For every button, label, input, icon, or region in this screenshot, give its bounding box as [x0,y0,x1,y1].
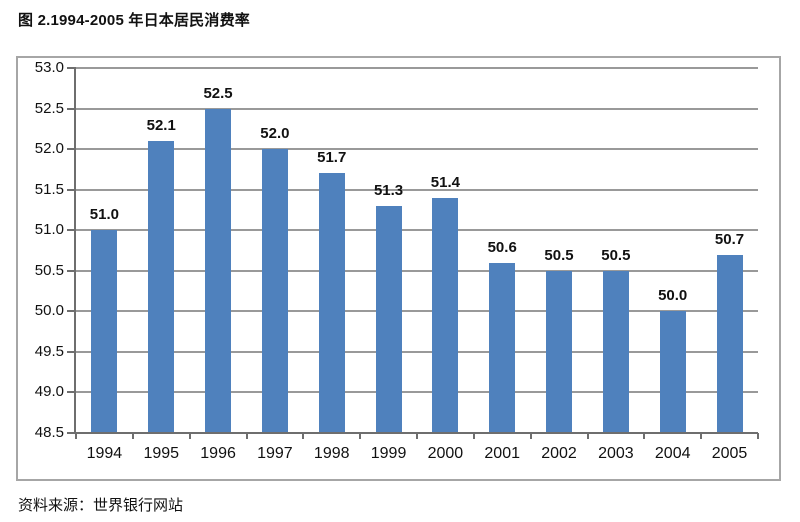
x-axis-category-label: 1998 [313,445,350,462]
bar-2005 [716,254,743,433]
y-axis-tick [67,229,76,232]
bar-group-1994: 51.0 1994 [76,68,133,462]
bar-1995 [148,141,175,433]
y-axis-tick [67,310,76,313]
y-axis-tick-label: 51.0 [34,221,64,239]
chart-frame: 51.0 1994 52.1 1995 52.5 1996 52.0 1997 … [16,56,781,481]
x-axis-tick [416,433,418,439]
x-axis-tick [188,433,191,439]
bar-2000 [432,197,459,433]
x-axis-tick [472,433,475,439]
x-axis-category-label: 2002 [541,445,577,462]
bar-1998 [318,173,345,433]
x-axis-category-label: 1997 [257,445,293,462]
y-axis-tick [67,432,76,434]
x-axis-category-label: 1999 [370,445,407,462]
x-axis-tick [245,433,248,439]
gridline [76,148,758,151]
bar-value-label: 51.0 [89,206,119,224]
bar-2004 [659,311,686,433]
y-axis-tick-label: 53.0 [34,59,64,76]
y-axis-tick-label: 48.5 [34,424,64,441]
gridline [76,269,758,272]
y-axis-tick [67,188,76,191]
bar-1996 [205,108,232,433]
bar-value-label: 52.5 [203,84,233,102]
bar-value-label: 50.5 [601,246,631,264]
bar-group-2004: 50.0 2004 [644,68,701,462]
gridline [76,67,758,69]
bar-2003 [602,270,629,433]
y-axis-tick-label: 50.5 [34,261,64,279]
x-axis-category-label: 1996 [200,445,236,462]
bar-slots: 51.0 1994 52.1 1995 52.5 1996 52.0 1997 … [76,68,758,462]
bar-1999 [375,205,402,433]
y-axis-tick-label: 49.5 [34,342,64,360]
x-axis-tick [757,433,759,439]
bar-group-2001: 50.6 2001 [474,68,531,462]
x-axis-tick [586,433,589,439]
bar-group-1998: 51.7 1998 [303,68,360,462]
y-axis-tick-label: 52.0 [34,140,64,158]
gridline [76,350,758,353]
gridline [76,310,758,313]
y-axis-tick [67,107,76,110]
gridline [76,229,758,232]
bar-value-label: 51.4 [430,173,460,191]
bar-value-label: 50.7 [714,230,745,248]
bar-value-label: 50.6 [487,238,517,256]
gridline [76,391,758,394]
x-axis-category-label: 2000 [427,445,464,462]
bar-group-1997: 52.0 1997 [246,68,303,462]
bar-value-label: 52.1 [146,117,176,134]
bar-1997 [261,149,288,433]
x-axis-tick [302,433,305,439]
bar-group-2003: 50.5 2003 [587,68,644,462]
y-axis-tick [67,269,76,272]
bar-group-2000: 51.4 2000 [417,68,474,462]
y-axis-line [74,68,76,433]
chart-title: 图 2.1994-2005 年日本居民消费率 [18,12,250,29]
bar-value-label: 50.0 [658,287,688,305]
gridline [76,188,758,191]
source-note: 资料来源：世界银行网站 [18,497,184,514]
bar-group-2002: 50.5 2002 [531,68,588,462]
x-axis-tick [359,433,362,439]
x-axis-category-label: 1994 [86,445,123,462]
x-axis-category-label: 1995 [143,445,180,462]
bar-group-1995: 52.1 1995 [133,68,190,462]
y-axis-tick [67,67,76,69]
bar-2001 [489,262,516,433]
bar-group-1996: 52.5 1996 [190,68,247,462]
x-axis-category-label: 2004 [654,445,691,462]
gridline [76,107,758,110]
x-axis-tick [700,433,703,439]
plot-area: 51.0 1994 52.1 1995 52.5 1996 52.0 1997 … [35,59,759,462]
y-axis-tick-label: 52.5 [34,99,64,117]
bar-group-1999: 51.3 1999 [360,68,417,462]
y-axis-tick-label: 50.0 [34,302,64,320]
bar-value-label: 52.0 [260,125,290,143]
x-axis-tick [643,433,646,439]
x-axis-tick [75,433,77,439]
bar-value-label: 51.3 [373,181,404,199]
bar-value-label: 51.7 [317,149,347,167]
bar-group-2005: 50.7 2005 [701,68,758,462]
y-axis-tick [67,148,76,151]
y-axis-tick-label: 49.0 [34,383,64,401]
x-axis-tick [529,433,532,439]
bar-2002 [546,270,573,433]
x-axis-tick [131,433,134,439]
y-axis-tick-label: 51.5 [34,180,64,198]
x-axis-category-label: 2001 [484,445,520,462]
x-axis-category-label: 2005 [711,445,748,462]
bar-value-label: 50.5 [544,246,574,264]
y-axis-tick [67,350,76,353]
y-axis-tick [67,391,76,394]
bar-1994 [91,230,118,433]
x-axis-category-label: 2003 [598,445,634,462]
